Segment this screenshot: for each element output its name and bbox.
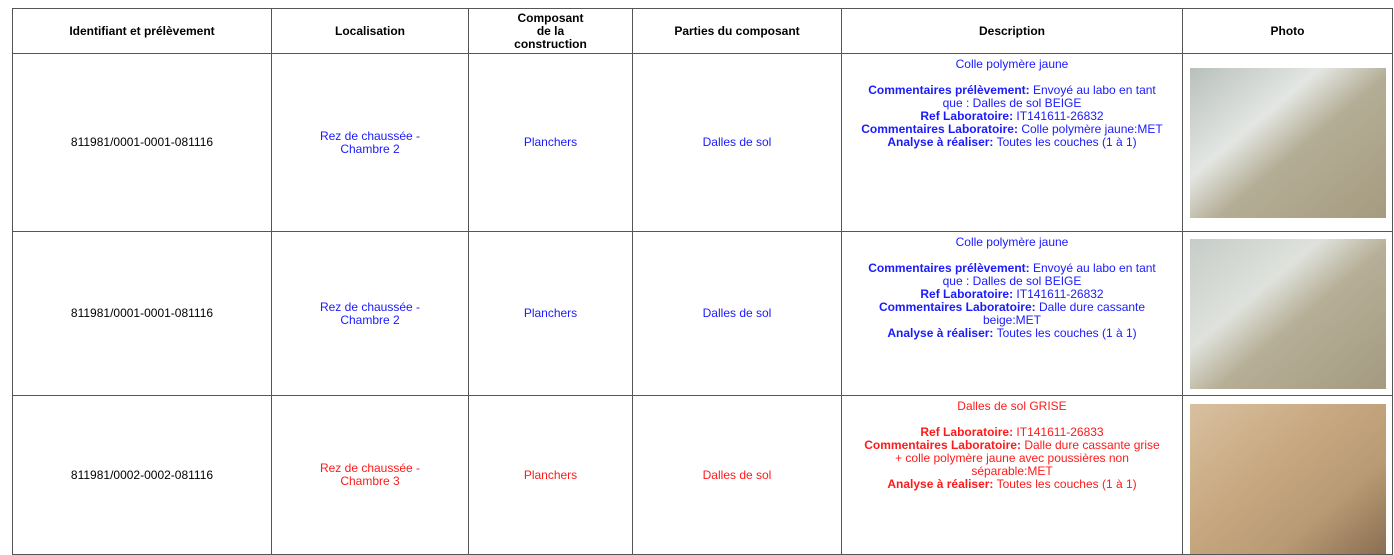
component-cell: Planchers bbox=[468, 53, 633, 232]
table-body: 811981/0001-0001-081116 Rez de chaussée -… bbox=[12, 53, 1393, 555]
detail-line: Analyse à réaliser: Toutes les couches (… bbox=[860, 478, 1164, 491]
detail-line: Ref Laboratoire: IT141611-26833 bbox=[860, 426, 1164, 439]
detail-line: Commentaires prélèvement: Envoyé au labo… bbox=[860, 262, 1164, 288]
header-cell: Description bbox=[841, 8, 1183, 54]
header-cell: Composant de la construction bbox=[468, 8, 633, 54]
header-row: Identifiant et prélèvement Localisation … bbox=[12, 8, 1393, 54]
detail-text: IT141611-26832 bbox=[1016, 109, 1104, 123]
detail-label: Analyse à réaliser: bbox=[887, 477, 994, 491]
photo-cell bbox=[1182, 53, 1393, 232]
detail-text: Dalle dure cassante grise + colle polymè… bbox=[895, 438, 1160, 478]
table-row: 811981/0001-0001-081116 Rez de chaussée -… bbox=[12, 53, 1393, 232]
detail-line: Analyse à réaliser: Toutes les couches (… bbox=[860, 136, 1164, 149]
component-cell: Planchers bbox=[468, 395, 633, 555]
location-cell: Rez de chaussée - Chambre 3 bbox=[271, 395, 469, 555]
photo bbox=[1189, 67, 1386, 218]
detail-label: Ref Laboratoire: bbox=[920, 109, 1014, 123]
detail-text: Toutes les couches (1 à 1) bbox=[996, 135, 1137, 149]
table-row: 811981/0002-0002-081116 Rez de chaussée -… bbox=[12, 395, 1393, 555]
id-cell: 811981/0001-0001-081116 bbox=[12, 53, 272, 232]
detail-text: IT141611-26832 bbox=[1016, 287, 1104, 301]
description-summary: Colle polymère jaune bbox=[955, 57, 1069, 71]
location-cell: Rez de chaussée - Chambre 2 bbox=[271, 53, 469, 232]
detail-label: Analyse à réaliser: bbox=[887, 135, 994, 149]
location-cell: Rez de chaussée - Chambre 2 bbox=[271, 231, 469, 396]
photo-cell bbox=[1182, 231, 1393, 396]
photo-cell bbox=[1182, 395, 1393, 555]
detail-label: Analyse à réaliser: bbox=[887, 326, 994, 340]
description-summary: Colle polymère jaune bbox=[955, 235, 1069, 249]
header-cell: Localisation bbox=[271, 8, 469, 54]
part-cell: Dalles de sol bbox=[632, 53, 842, 232]
detail-text: Toutes les couches (1 à 1) bbox=[996, 477, 1137, 491]
detail-line: Commentaires Laboratoire: Dalle dure cas… bbox=[860, 301, 1164, 327]
description-cell: Dalles de sol GRISE Ref Laboratoire: IT1… bbox=[841, 395, 1183, 555]
photo bbox=[1189, 238, 1386, 389]
detail-text: Colle polymère jaune:MET bbox=[1021, 122, 1163, 136]
detail-label: Commentaires prélèvement: bbox=[868, 83, 1030, 97]
detail-line: Ref Laboratoire: IT141611-26832 bbox=[860, 110, 1164, 123]
component-cell: Planchers bbox=[468, 231, 633, 396]
detail-text: Toutes les couches (1 à 1) bbox=[996, 326, 1137, 340]
detail-line: Analyse à réaliser: Toutes les couches (… bbox=[860, 327, 1164, 340]
description-cell: Colle polymère jaune Commentaires prélèv… bbox=[841, 231, 1183, 396]
description-cell: Colle polymère jaune Commentaires prélèv… bbox=[841, 53, 1183, 232]
detail-label: Commentaires Laboratoire: bbox=[878, 300, 1036, 314]
detail-text: Dalle dure cassante beige:MET bbox=[982, 300, 1146, 327]
description-summary: Dalles de sol GRISE bbox=[957, 399, 1067, 413]
id-cell: 811981/0001-0001-081116 bbox=[12, 231, 272, 396]
detail-label: Ref Laboratoire: bbox=[920, 425, 1014, 439]
detail-line: Commentaires Laboratoire: Colle polymère… bbox=[860, 123, 1164, 136]
detail-label: Ref Laboratoire: bbox=[920, 287, 1014, 301]
detail-line: Commentaires Laboratoire: Dalle dure cas… bbox=[860, 439, 1164, 478]
detail-label: Commentaires Laboratoire: bbox=[864, 438, 1021, 452]
header-cell: Identifiant et prélèvement bbox=[12, 8, 272, 54]
part-cell: Dalles de sol bbox=[632, 395, 842, 555]
detail-text: Envoyé au labo en tant que : Dalles de s… bbox=[942, 83, 1156, 110]
detail-label: Commentaires prélèvement: bbox=[868, 261, 1030, 275]
detail-label: Commentaires Laboratoire: bbox=[861, 122, 1018, 136]
sample-table: Identifiant et prélèvement Localisation … bbox=[12, 8, 1393, 555]
photo bbox=[1189, 404, 1386, 554]
header-cell: Parties du composant bbox=[632, 8, 842, 54]
detail-text: IT141611-26833 bbox=[1016, 425, 1104, 439]
detail-line: Ref Laboratoire: IT141611-26832 bbox=[860, 288, 1164, 301]
id-cell: 811981/0002-0002-081116 bbox=[12, 395, 272, 555]
detail-text: Envoyé au labo en tant que : Dalles de s… bbox=[942, 261, 1156, 288]
header-cell: Photo bbox=[1182, 8, 1393, 54]
part-cell: Dalles de sol bbox=[632, 231, 842, 396]
table-row: 811981/0001-0001-081116 Rez de chaussée -… bbox=[12, 231, 1393, 396]
detail-line: Commentaires prélèvement: Envoyé au labo… bbox=[860, 84, 1164, 110]
